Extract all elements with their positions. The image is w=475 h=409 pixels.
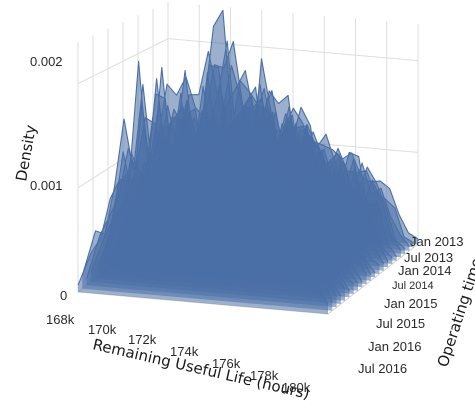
x-tick-label: 180k xyxy=(282,380,311,395)
axis-line xyxy=(327,243,419,315)
y-tick-label: Jul 2015 xyxy=(376,316,425,331)
y-tick-label: Jul 2013 xyxy=(404,250,453,265)
y-tick-label: Jan 2015 xyxy=(384,296,438,311)
x-tick-label: 178k xyxy=(250,368,279,383)
z-tick-label: 0.002 xyxy=(30,54,63,69)
x-tick-label: 172k xyxy=(128,332,157,347)
y-tick-label: Jul 2014 xyxy=(392,280,434,292)
surface-ridge xyxy=(81,64,333,303)
y-tick-label: Jan 2014 xyxy=(398,263,452,278)
y-tick-label: Jan 2016 xyxy=(368,339,422,354)
density-surface xyxy=(77,9,419,314)
surface-ridge xyxy=(77,40,329,305)
surface-slice xyxy=(78,41,328,314)
x-tick-label: 174k xyxy=(170,344,199,359)
z-tick-label: 0 xyxy=(60,288,67,303)
x-tick-label: 176k xyxy=(212,356,241,371)
z-axis-title: Density xyxy=(12,123,40,182)
z-tick-label: 0.001 xyxy=(30,178,63,193)
x-tick-label: 170k xyxy=(88,322,117,337)
y-tick-label: Jul 2016 xyxy=(358,361,407,376)
y-tick-label: Jan 2013 xyxy=(410,234,464,249)
x-axis-title: Remaining Useful Life (hours) xyxy=(91,335,311,402)
x-tick-label: 168k xyxy=(46,312,75,327)
